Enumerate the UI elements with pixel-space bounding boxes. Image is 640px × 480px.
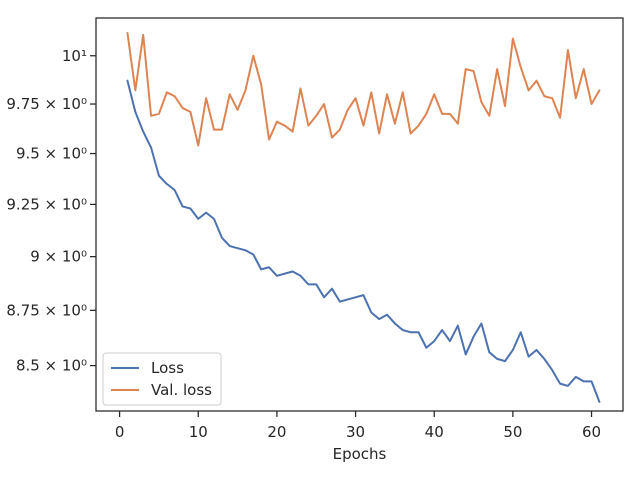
x-tick-label: 40 (425, 423, 444, 441)
legend-entry-label: Loss (151, 359, 184, 377)
legend-box (102, 352, 222, 406)
y-tick-label: 10¹ (62, 47, 87, 65)
x-tick-label: 10 (189, 423, 208, 441)
x-axis-label: Epochs (333, 445, 387, 463)
y-tick-label: 9.25 × 10⁰ (6, 195, 87, 213)
x-axis-ticks: 0 10 20 30 40 50 60 (115, 411, 601, 441)
plot-lines (126, 32, 601, 403)
x-tick-label: 20 (267, 423, 286, 441)
series-line-val-loss (126, 32, 601, 147)
y-axis-ticks: 8.5 × 10⁰ 8.75 × 10⁰ 9 × 10⁰ 9.25 × 10⁰ 9.5 … (6, 47, 96, 375)
x-tick-label: 0 (115, 423, 125, 441)
x-tick-label: 30 (346, 423, 365, 441)
y-tick-label: 9 × 10⁰ (30, 248, 87, 266)
x-tick-label: 60 (582, 423, 601, 441)
y-tick-label: 8.75 × 10⁰ (6, 301, 87, 319)
axes-frame (95, 17, 624, 412)
series-line-loss (126, 79, 601, 403)
legend-entry-label: Val. loss (151, 381, 212, 399)
y-tick-label: 9.5 × 10⁰ (16, 145, 87, 163)
y-tick-label: 8.5 × 10⁰ (16, 357, 87, 375)
y-tick-label: 9.75 × 10⁰ (6, 95, 87, 113)
legend: Loss Val. loss (102, 352, 222, 406)
x-tick-label: 50 (503, 423, 522, 441)
